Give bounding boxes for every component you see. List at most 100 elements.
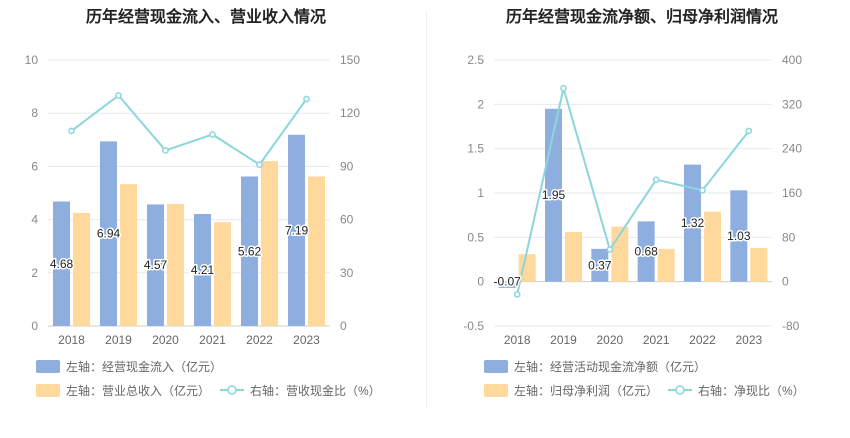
y-left-tick: 2 — [31, 266, 38, 280]
y-left-tick: 6 — [31, 159, 38, 173]
bar-data-label: 7.19 — [285, 223, 309, 237]
bar-data-label: 1.95 — [542, 188, 566, 202]
bar-primary — [591, 248, 609, 282]
chart-title: 历年经营现金流净额、归母净利润情况 — [506, 7, 778, 26]
y-left-tick: 10 — [25, 53, 39, 67]
ratio-point — [209, 131, 216, 138]
y-left-tick: 8 — [31, 106, 38, 120]
y-left-tick: -0.5 — [463, 319, 484, 333]
x-tick: 2022 — [689, 333, 716, 347]
bar-secondary — [308, 176, 325, 326]
bar-data-label: 0.68 — [634, 245, 658, 259]
y-left-tick: 1.5 — [467, 142, 484, 156]
bar-primary — [288, 134, 305, 326]
bar-data-label: 1.32 — [681, 216, 705, 230]
legend-swatch-ratio-marker — [227, 385, 237, 395]
y-left-tick: 2.5 — [467, 53, 484, 67]
y-right-tick: 30 — [340, 266, 354, 280]
legend-net-cash-ratio[interactable]: 右轴：净现比（%） — [698, 383, 805, 398]
x-tick: 2021 — [643, 333, 670, 347]
y-right-tick: -80 — [782, 319, 800, 333]
bar-primary — [241, 176, 258, 326]
y-left-tick: 0 — [477, 275, 484, 289]
chart-cash-inflow-revenue: 历年经营现金流入、营业收入情况 0 2 4 6 8 10 0 30 60 90 120 150 2018… — [25, 7, 381, 398]
left-chart-plot: 0 2 4 6 8 10 0 30 60 90 120 150 2018 2019 2020 2021 2022… — [25, 53, 361, 347]
y-left-tick: 2 — [477, 97, 484, 111]
bar-data-label: 4.68 — [50, 257, 74, 271]
bar-secondary — [167, 203, 184, 326]
x-tick: 2019 — [105, 333, 132, 347]
ratio-point — [68, 127, 75, 135]
chart-legend: 左轴：经营活动现金流净额（亿元） 左轴：归母净利润（亿元） 右轴：净现比（%） — [484, 359, 805, 398]
bar-primary — [498, 281, 516, 288]
ratio-point — [513, 291, 521, 298]
legend-revenue[interactable]: 左轴：营业总收入（亿元） — [66, 383, 210, 398]
y-right-tick: 0 — [340, 319, 347, 333]
x-tick: 2019 — [550, 333, 577, 347]
y-right-tick: 0 — [782, 275, 789, 289]
ratio-point — [115, 92, 122, 99]
bar-data-label: 6.94 — [97, 227, 121, 241]
bar-primary — [730, 190, 748, 282]
x-tick: 2020 — [152, 333, 179, 347]
bar-primary — [147, 204, 164, 326]
ratio-point — [699, 186, 706, 194]
panel-divider — [426, 12, 427, 408]
legend-cash-revenue-ratio[interactable]: 右轴：营收现金比（%） — [250, 383, 381, 398]
bar-data-label: -0.07 — [493, 275, 521, 289]
legend-swatch-cash-inflow — [36, 360, 60, 373]
bar-primary — [100, 141, 117, 326]
legend-cash-inflow[interactable]: 左轴：经营现金流入（亿元） — [66, 359, 222, 374]
right-chart-plot: -0.5 0 0.5 1 1.5 2 2.5 -80 0 80 160 240 320 400 2018 20… — [463, 53, 802, 347]
legend-swatch-ratio-marker — [675, 385, 685, 395]
bar-secondary — [565, 232, 582, 282]
x-tick: 2023 — [735, 333, 762, 347]
bar-data-label: 0.37 — [588, 258, 612, 272]
bar-primary — [684, 164, 701, 282]
ratio-point — [652, 176, 660, 184]
bar-primary — [637, 221, 655, 282]
chart-net-cashflow-profit: 历年经营现金流净额、归母净利润情况 -0.5 0 0.5 1 1.5 2 2.5 -80 0 80… — [463, 7, 804, 398]
y-left-tick: 0.5 — [467, 230, 484, 244]
legend-swatch-net-cashflow — [484, 360, 508, 373]
y-right-tick: 120 — [340, 106, 360, 120]
bar-secondary — [214, 222, 231, 326]
bar-data-label: 5.62 — [238, 244, 262, 258]
ratio-point — [162, 147, 169, 154]
y-left-tick: 0 — [31, 319, 38, 333]
ratio-point — [606, 246, 614, 253]
legend-net-cashflow[interactable]: 左轴：经营活动现金流净额（亿元） — [514, 359, 706, 374]
y-right-tick: 320 — [782, 97, 802, 111]
legend-net-profit[interactable]: 左轴：归母净利润（亿元） — [514, 383, 658, 398]
ratio-point — [303, 95, 310, 103]
ratio-line — [516, 87, 750, 295]
ratio-point — [560, 84, 567, 92]
ratio-point — [256, 161, 263, 168]
bar-data-label: 4.57 — [144, 258, 168, 272]
chart-legend: 左轴：经营现金流入（亿元） 左轴：营业总收入（亿元） 右轴：营收现金比（%） — [36, 359, 381, 398]
x-tick: 2020 — [596, 333, 623, 347]
x-tick: 2018 — [504, 333, 531, 347]
x-tick: 2023 — [293, 333, 320, 347]
bar-secondary — [73, 212, 90, 326]
ratio-line — [70, 94, 308, 166]
x-tick: 2018 — [58, 333, 85, 347]
y-right-tick: 60 — [340, 213, 354, 227]
y-right-tick: 240 — [782, 142, 802, 156]
bar-secondary — [120, 184, 137, 326]
y-right-tick: 400 — [782, 53, 802, 67]
chart-title: 历年经营现金流入、营业收入情况 — [86, 7, 326, 26]
legend-swatch-revenue — [36, 384, 60, 397]
ratio-point — [745, 127, 753, 135]
bar-data-label: 4.21 — [191, 263, 215, 277]
y-right-tick: 90 — [340, 159, 354, 173]
x-tick: 2022 — [246, 333, 273, 347]
y-left-tick: 4 — [31, 213, 38, 227]
bar-secondary — [657, 248, 675, 282]
y-right-tick: 160 — [782, 186, 802, 200]
bar-data-label: 1.03 — [727, 229, 751, 243]
bar-primary — [194, 214, 211, 326]
bar-secondary — [704, 211, 721, 282]
x-tick: 2021 — [199, 333, 226, 347]
